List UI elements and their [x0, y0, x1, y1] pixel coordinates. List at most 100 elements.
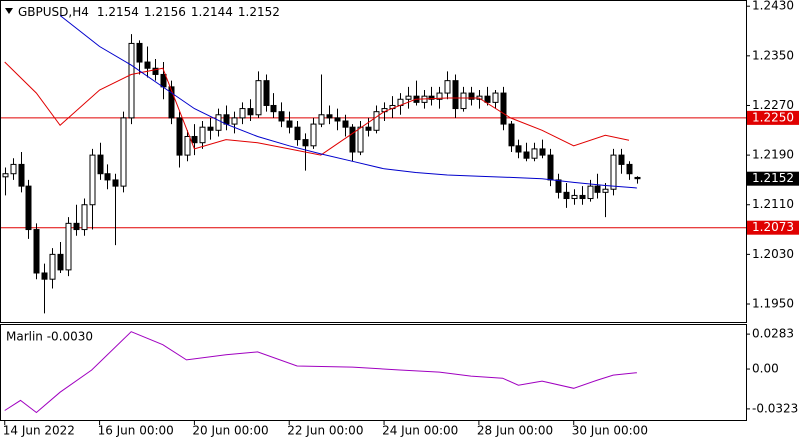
candle-body — [104, 173, 111, 181]
candle-body — [65, 222, 72, 271]
candle-body — [263, 80, 270, 106]
candle-body — [349, 126, 356, 153]
candle-body — [334, 117, 341, 122]
x-tick-label: 14 Jun 2022 — [3, 424, 75, 438]
open-value: 1.2154 — [97, 5, 139, 19]
candle-body — [310, 123, 317, 147]
candle-body — [144, 61, 151, 69]
level-box — [747, 220, 799, 235]
candle-body — [160, 73, 167, 88]
candle-body — [10, 163, 17, 175]
y-tick-label: 1.2190 — [752, 148, 794, 162]
candle-body — [176, 117, 183, 156]
y-tick-label: 1.2030 — [752, 247, 794, 261]
candle-body — [168, 86, 175, 119]
level-box — [747, 110, 799, 125]
candle-body — [184, 135, 191, 156]
price-box — [747, 171, 799, 186]
y-tick-label: 1.1950 — [752, 297, 794, 311]
candle-body — [618, 154, 625, 165]
candle-body — [255, 80, 262, 116]
high-value: 1.2156 — [144, 5, 186, 19]
candle-body — [500, 92, 507, 125]
candle-body — [89, 154, 96, 206]
symbol: GBPUSD,H4 — [18, 5, 89, 19]
title-arrow — [5, 8, 13, 14]
candle-body — [634, 176, 641, 180]
x-tick-label: 16 Jun 00:00 — [98, 424, 174, 438]
candle-body — [587, 185, 594, 200]
close-value: 1.2152 — [238, 5, 280, 19]
candle-body — [326, 114, 333, 119]
y-tick-label: -0.0323 — [752, 401, 798, 415]
indicator-title: Marlin -0.0030 — [6, 330, 93, 344]
candle-body — [215, 114, 222, 131]
candle-body — [128, 42, 135, 119]
candle-body — [602, 188, 609, 193]
level-label: 1.2250 — [752, 110, 794, 124]
x-tick-label: 22 Jun 00:00 — [287, 424, 363, 438]
candle-body — [302, 139, 309, 147]
candle-body — [2, 173, 9, 178]
candle-body — [365, 126, 372, 131]
candle-body — [73, 222, 80, 231]
candle-body — [563, 191, 570, 200]
y-tick-label: 0.0283 — [752, 327, 794, 341]
candle-body — [531, 148, 538, 159]
candle-body — [120, 117, 127, 187]
candle-body — [444, 80, 451, 94]
candle-body — [555, 179, 562, 193]
candle-body — [25, 185, 32, 231]
candle-body — [436, 92, 443, 100]
candle-body — [460, 92, 467, 110]
candle-body — [97, 154, 104, 175]
candle-body — [357, 126, 364, 153]
candle-body — [484, 95, 491, 103]
y-tick-label: 1.2110 — [752, 197, 794, 211]
candle-body — [373, 111, 380, 131]
candle-body — [523, 151, 530, 159]
candle-body — [247, 108, 254, 116]
candle-body — [239, 108, 246, 119]
candle-body — [318, 114, 325, 125]
candle-body — [610, 154, 617, 190]
x-tick-label: 28 Jun 00:00 — [477, 424, 553, 438]
candle-body — [57, 253, 64, 271]
candle-body — [539, 148, 546, 156]
candle-body — [49, 253, 56, 280]
moving-average — [59, 15, 637, 189]
candle-body — [207, 126, 214, 131]
main-pane-frame — [0, 0, 747, 323]
candle-body — [112, 179, 119, 187]
candle-body — [626, 163, 633, 175]
candle-body — [152, 67, 159, 75]
price-label: 1.2152 — [752, 171, 794, 185]
y-tick-label: 1.2430 — [752, 0, 794, 13]
level-label: 1.2073 — [752, 220, 794, 234]
candle-body — [294, 126, 301, 141]
y-tick-label: 1.2270 — [752, 98, 794, 112]
candle-body — [342, 120, 349, 128]
candle-body — [286, 120, 293, 128]
candle-body — [278, 111, 285, 122]
candle-body — [81, 204, 88, 231]
candle-body — [515, 145, 522, 153]
candle-body — [41, 272, 48, 280]
candle-body — [547, 154, 554, 181]
candle-body — [136, 42, 143, 63]
indicator-pane-frame — [0, 324, 747, 421]
candle-body — [571, 194, 578, 200]
candle-body — [33, 229, 40, 274]
candle-body — [231, 117, 238, 125]
moving-average — [4, 61, 630, 156]
candle-body — [428, 95, 435, 100]
candle-body — [18, 163, 25, 187]
candle-body — [594, 185, 601, 193]
candle-body — [508, 123, 515, 147]
candle-body — [270, 104, 277, 113]
indicator-line — [4, 331, 637, 414]
candle-body — [492, 92, 499, 103]
